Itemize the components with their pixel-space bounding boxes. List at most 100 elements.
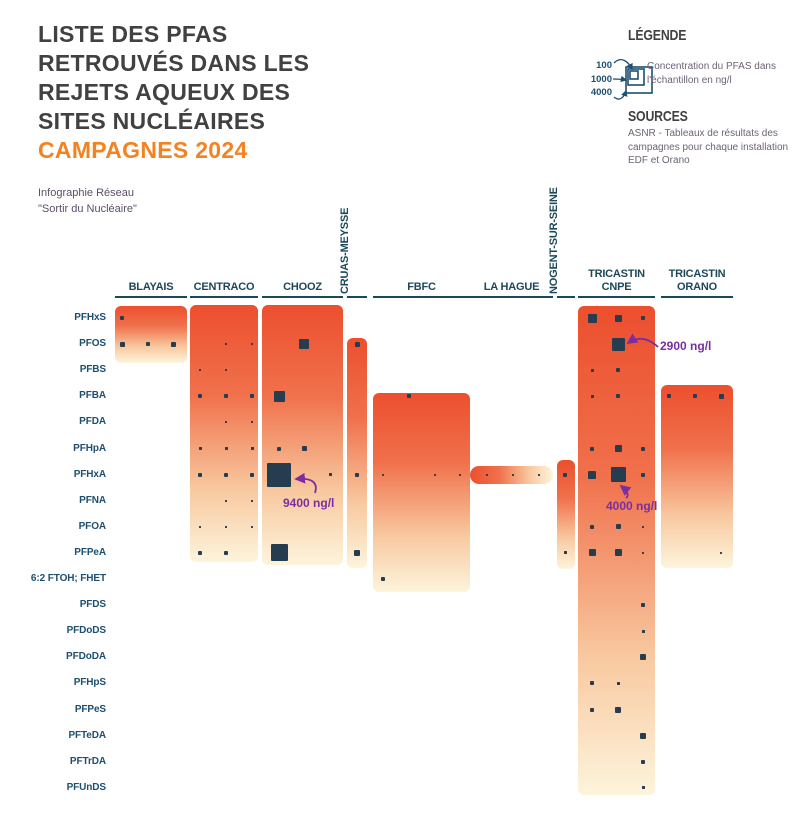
- legend-size-4000: 4000: [590, 87, 612, 98]
- row-label: PFOA: [78, 520, 106, 532]
- credit: Infographie Réseau "Sortir du Nucléaire": [38, 185, 137, 217]
- row-label: PFDoDA: [66, 651, 106, 663]
- column-block: [470, 466, 553, 484]
- data-point: [224, 394, 228, 399]
- data-point: [693, 394, 697, 399]
- title-line: SITES NUCLÉAIRES: [38, 108, 266, 134]
- row-label: PFHxS: [74, 312, 106, 323]
- data-point: [641, 759, 645, 764]
- row-label: PFUnDS: [66, 781, 107, 793]
- data-point: [251, 421, 253, 424]
- data-point: [720, 551, 722, 554]
- data-point: [486, 473, 488, 476]
- data-point: [614, 549, 622, 557]
- row-label: PFDA: [79, 416, 106, 428]
- legend-size-1000: 1000: [590, 73, 612, 85]
- data-point: [641, 629, 645, 633]
- data-point: [642, 551, 644, 554]
- data-point: [198, 472, 202, 477]
- data-point: [590, 707, 594, 712]
- sources-text: ASNR - Tableaux de résultats des campagn…: [628, 128, 789, 166]
- data-point: [250, 394, 254, 399]
- column-underline: [262, 296, 343, 298]
- column-header: CRUAS-MEYSSE: [339, 207, 351, 294]
- column-underline: [578, 296, 655, 298]
- data-point: [641, 316, 645, 320]
- sources-heading: SOURCES: [628, 108, 688, 125]
- annotation-label: 4000 ng/l: [606, 499, 658, 513]
- column-header-line: CHOOZ: [283, 281, 322, 293]
- data-point: [615, 706, 621, 713]
- credit-line: Infographie Réseau: [38, 187, 135, 199]
- row-label: PFNA: [79, 494, 106, 506]
- data-point: [225, 525, 227, 528]
- column-header-line: ORANO: [677, 281, 717, 293]
- column-header: TRICASTIN CNPE: [578, 234, 655, 294]
- column-block: [190, 305, 258, 562]
- column-header: NOGENT-SUR-SEINE: [548, 187, 560, 294]
- column-header-line: BLAYAIS: [128, 281, 174, 293]
- column-block: [373, 393, 470, 592]
- column-underline: [373, 296, 470, 298]
- row-label: PFTrDA: [69, 755, 106, 767]
- data-point: [640, 654, 646, 661]
- data-point: [611, 337, 625, 351]
- data-point: [251, 499, 253, 502]
- data-point: [614, 445, 622, 452]
- data-point: [355, 472, 359, 477]
- row-label: PFOS: [79, 338, 106, 350]
- concentration-size-icon: [612, 59, 653, 100]
- data-point: [198, 394, 202, 399]
- data-point: [119, 341, 125, 347]
- data-point: [616, 368, 620, 373]
- column-underline: [347, 296, 367, 298]
- data-point: [588, 549, 596, 557]
- row-label: PFDS: [79, 599, 106, 611]
- data-point: [354, 549, 360, 556]
- column-header-line: FBFC: [407, 281, 436, 293]
- data-point: [299, 339, 309, 350]
- legend-description: Concentration du PFAS dans l'échantillon…: [647, 61, 776, 86]
- column-header: FBFC: [373, 234, 470, 294]
- row-label: PFBS: [79, 364, 106, 376]
- data-point: [225, 343, 227, 346]
- column-header: BLAYAIS: [115, 234, 187, 294]
- data-point: [250, 447, 254, 450]
- data-point: [590, 524, 594, 529]
- data-point: [641, 603, 645, 608]
- data-point: [224, 447, 228, 450]
- data-point: [198, 550, 202, 555]
- data-point: [301, 446, 307, 451]
- data-point: [198, 447, 202, 450]
- data-point: [590, 394, 594, 398]
- row-label: PFHpA: [73, 442, 106, 454]
- data-point: [590, 368, 594, 372]
- data-point: [199, 369, 201, 372]
- column-header-line: CENTRACO: [193, 281, 255, 293]
- data-point: [224, 550, 228, 555]
- data-point: [354, 341, 360, 347]
- legend-size-100: 100: [596, 60, 612, 71]
- page-title: LISTE DES PFAS RETROUVÉS DANS LES REJETS…: [38, 20, 309, 165]
- row-label: PFPeS: [74, 703, 106, 715]
- data-point: [587, 313, 597, 323]
- data-point: [590, 681, 594, 686]
- data-point: [224, 472, 228, 477]
- data-point: [616, 394, 620, 399]
- data-point: [170, 341, 176, 347]
- data-point: [273, 390, 285, 402]
- title-line: LISTE DES PFAS: [38, 21, 228, 47]
- data-point: [610, 467, 626, 483]
- data-point: [616, 681, 620, 685]
- data-point: [382, 473, 384, 476]
- legend-size-labels: 100 1000 4000: [556, 59, 612, 100]
- data-point: [614, 314, 622, 322]
- column-header-line: TRICASTIN: [588, 268, 645, 280]
- data-point: [328, 473, 332, 477]
- column-header-line: TRICASTIN: [668, 268, 726, 280]
- credit-line: "Sortir du Nucléaire": [38, 203, 137, 215]
- data-point: [250, 472, 254, 477]
- data-point: [459, 473, 461, 476]
- data-point: [563, 472, 567, 477]
